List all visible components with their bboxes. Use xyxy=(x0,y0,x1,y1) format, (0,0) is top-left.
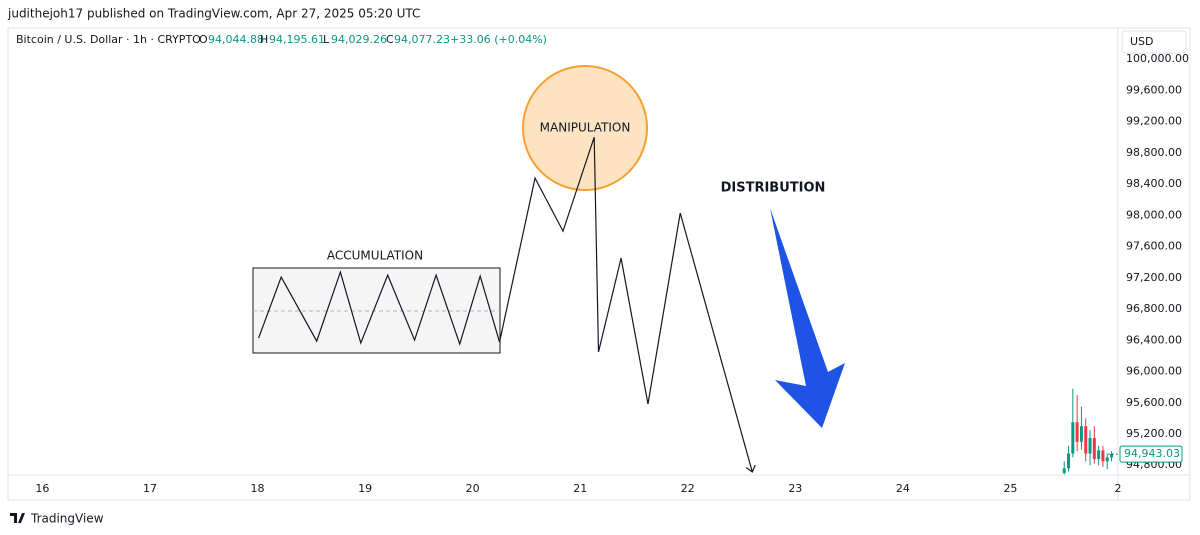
manipulation-circle xyxy=(522,65,648,191)
x-tick-label: 23 xyxy=(788,482,802,495)
currency-button[interactable] xyxy=(1121,30,1187,54)
y-tick-label: 98,000.00 xyxy=(1126,208,1182,221)
y-tick-label: 100,000.00 xyxy=(1126,52,1189,65)
y-tick-label: 98,400.00 xyxy=(1126,177,1182,190)
candle-body xyxy=(1101,450,1105,462)
annotation: DISTRIBUTION xyxy=(721,181,826,196)
y-tick-label: 96,400.00 xyxy=(1126,333,1182,346)
y-tick-label: 95,600.00 xyxy=(1126,396,1182,409)
x-tick-label: 18 xyxy=(251,482,265,495)
legend-o: 94,044.88 xyxy=(208,33,264,46)
header: judithejoh17 published on TradingView.co… xyxy=(7,7,420,21)
candle-body xyxy=(1110,454,1114,458)
candle-body xyxy=(1092,437,1096,459)
candle-body xyxy=(1088,437,1092,454)
candle-body xyxy=(1079,426,1083,442)
x-tick-label: 22 xyxy=(681,482,695,495)
candle-body xyxy=(1067,453,1071,469)
y-tick-label: 96,000.00 xyxy=(1126,365,1182,378)
price-path xyxy=(258,136,753,472)
x-tick-label: 24 xyxy=(896,482,910,495)
legend-h-label: H xyxy=(260,33,268,46)
y-tick-label: 96,800.00 xyxy=(1126,302,1182,315)
x-tick-label: 19 xyxy=(358,482,372,495)
x-tick-label: 16 xyxy=(35,482,49,495)
legend-l: 94,029.26 xyxy=(331,33,387,46)
candle-body xyxy=(1097,450,1101,459)
y-tick-label: 99,600.00 xyxy=(1126,83,1182,96)
last-price-label: 94,943.03 xyxy=(1124,447,1180,460)
legend: Bitcoin / U.S. Dollar · 1h · CRYPTO O 94… xyxy=(16,33,547,46)
x-tick-label: 21 xyxy=(573,482,587,495)
y-tick-label: 97,200.00 xyxy=(1126,271,1182,284)
candle-body xyxy=(1105,457,1109,462)
x-tick-label: 20 xyxy=(466,482,480,495)
legend-o-label: O xyxy=(199,33,208,46)
logo xyxy=(10,513,25,523)
footer-brand: TradingView xyxy=(30,512,104,526)
candle-body xyxy=(1071,422,1075,454)
y-tick-label: 95,200.00 xyxy=(1126,427,1182,440)
last-price-tag xyxy=(1119,445,1183,463)
plot xyxy=(258,136,1114,475)
annotation: ACCUMULATION xyxy=(327,249,423,263)
legend-symbol: Bitcoin / U.S. Dollar · 1h · CRYPTO xyxy=(16,33,201,46)
legend-l-label: L xyxy=(323,33,330,46)
legend-c-label: C xyxy=(386,33,394,46)
y-tick-label: 97,600.00 xyxy=(1126,240,1182,253)
y-tick-label: 98,800.00 xyxy=(1126,146,1182,159)
candle-body xyxy=(1084,426,1088,454)
legend-c: 94,077.23 xyxy=(394,33,450,46)
candle-body xyxy=(1075,422,1079,442)
y-tick-label: 99,200.00 xyxy=(1126,115,1182,128)
distribution-arrow xyxy=(770,208,845,428)
x-tick-label: 2 xyxy=(1115,482,1122,495)
axes: 94,800.0095,200.0095,600.0096,000.0096,4… xyxy=(35,52,1189,495)
annotation: MANIPULATION xyxy=(540,121,631,135)
chart-frame xyxy=(7,27,1191,501)
x-tick-label: 25 xyxy=(1003,482,1017,495)
candle-body xyxy=(1062,468,1066,474)
currency[interactable]: USD xyxy=(1130,35,1154,48)
legend-change: +33.06 (+0.04%) xyxy=(450,33,547,46)
x-tick-label: 17 xyxy=(143,482,157,495)
legend-h: 94,195.61 xyxy=(269,33,325,46)
footer: TradingView xyxy=(10,512,104,526)
